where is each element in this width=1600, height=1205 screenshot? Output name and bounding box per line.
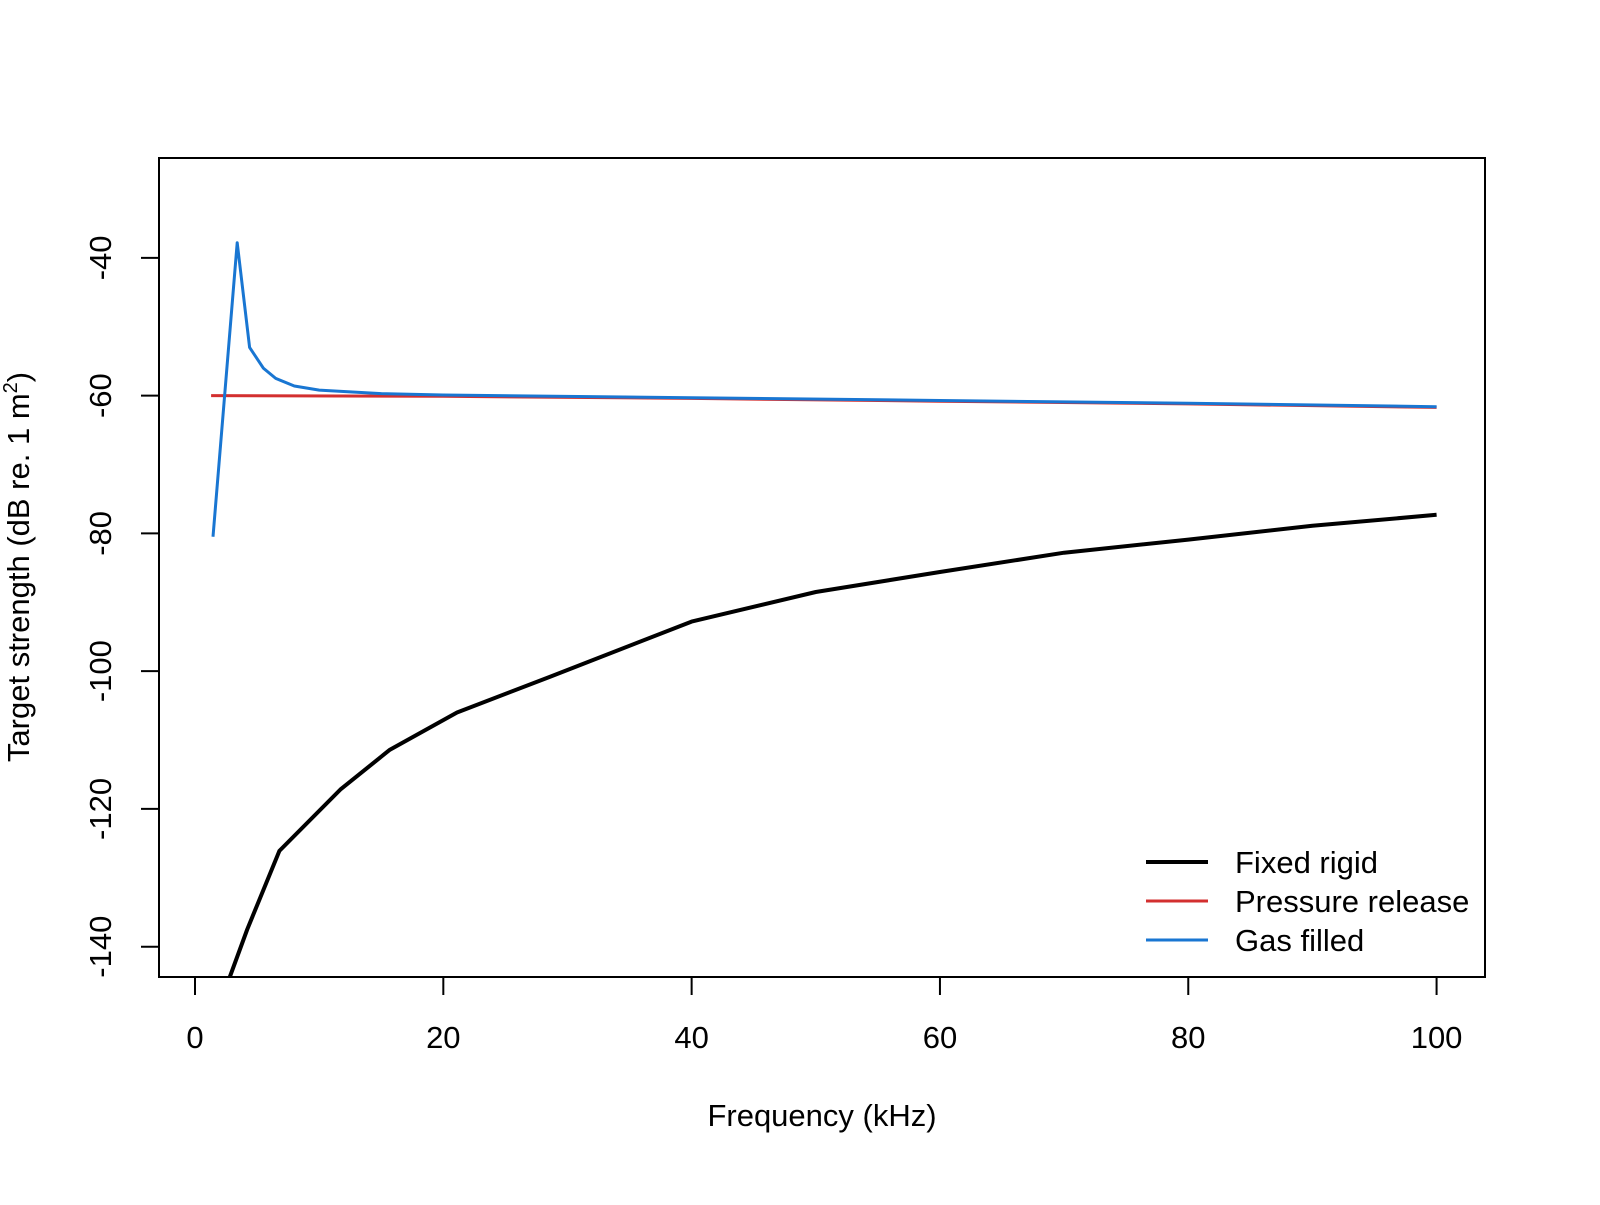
series-line-pressure-release bbox=[211, 394, 1437, 409]
x-tick-label: 20 bbox=[426, 1020, 460, 1055]
x-tick-label: 40 bbox=[674, 1020, 708, 1055]
y-tick-label: -60 bbox=[83, 373, 118, 418]
y-tick-label: -80 bbox=[83, 511, 118, 556]
x-tick-label: 100 bbox=[1411, 1020, 1463, 1055]
y-axis-label: Target strength (dB re. 1 m2) bbox=[0, 372, 36, 762]
y-tick-label: -120 bbox=[83, 778, 118, 840]
x-tick-label: 0 bbox=[186, 1020, 203, 1055]
x-axis-label: Frequency (kHz) bbox=[707, 1098, 936, 1133]
series-layer bbox=[211, 241, 1437, 977]
x-axis: 0 20 40 60 80 100 bbox=[186, 976, 1463, 1055]
series-line-fixed-rigid bbox=[227, 512, 1437, 977]
y-axis: -140 -120 -100 -80 -60 -40 bbox=[83, 235, 159, 978]
y-tick-label: -140 bbox=[83, 916, 118, 978]
y-tick-label: -40 bbox=[83, 235, 118, 280]
x-tick-label: 80 bbox=[1171, 1020, 1205, 1055]
series-line-gas-filled bbox=[211, 241, 1437, 537]
legend-label: Pressure release bbox=[1235, 884, 1469, 919]
y-tick-label: -100 bbox=[83, 640, 118, 702]
legend: Fixed rigid Pressure release Gas filled bbox=[1146, 845, 1469, 958]
legend-label: Gas filled bbox=[1235, 923, 1364, 958]
legend-label: Fixed rigid bbox=[1235, 845, 1378, 880]
x-tick-label: 60 bbox=[923, 1020, 957, 1055]
